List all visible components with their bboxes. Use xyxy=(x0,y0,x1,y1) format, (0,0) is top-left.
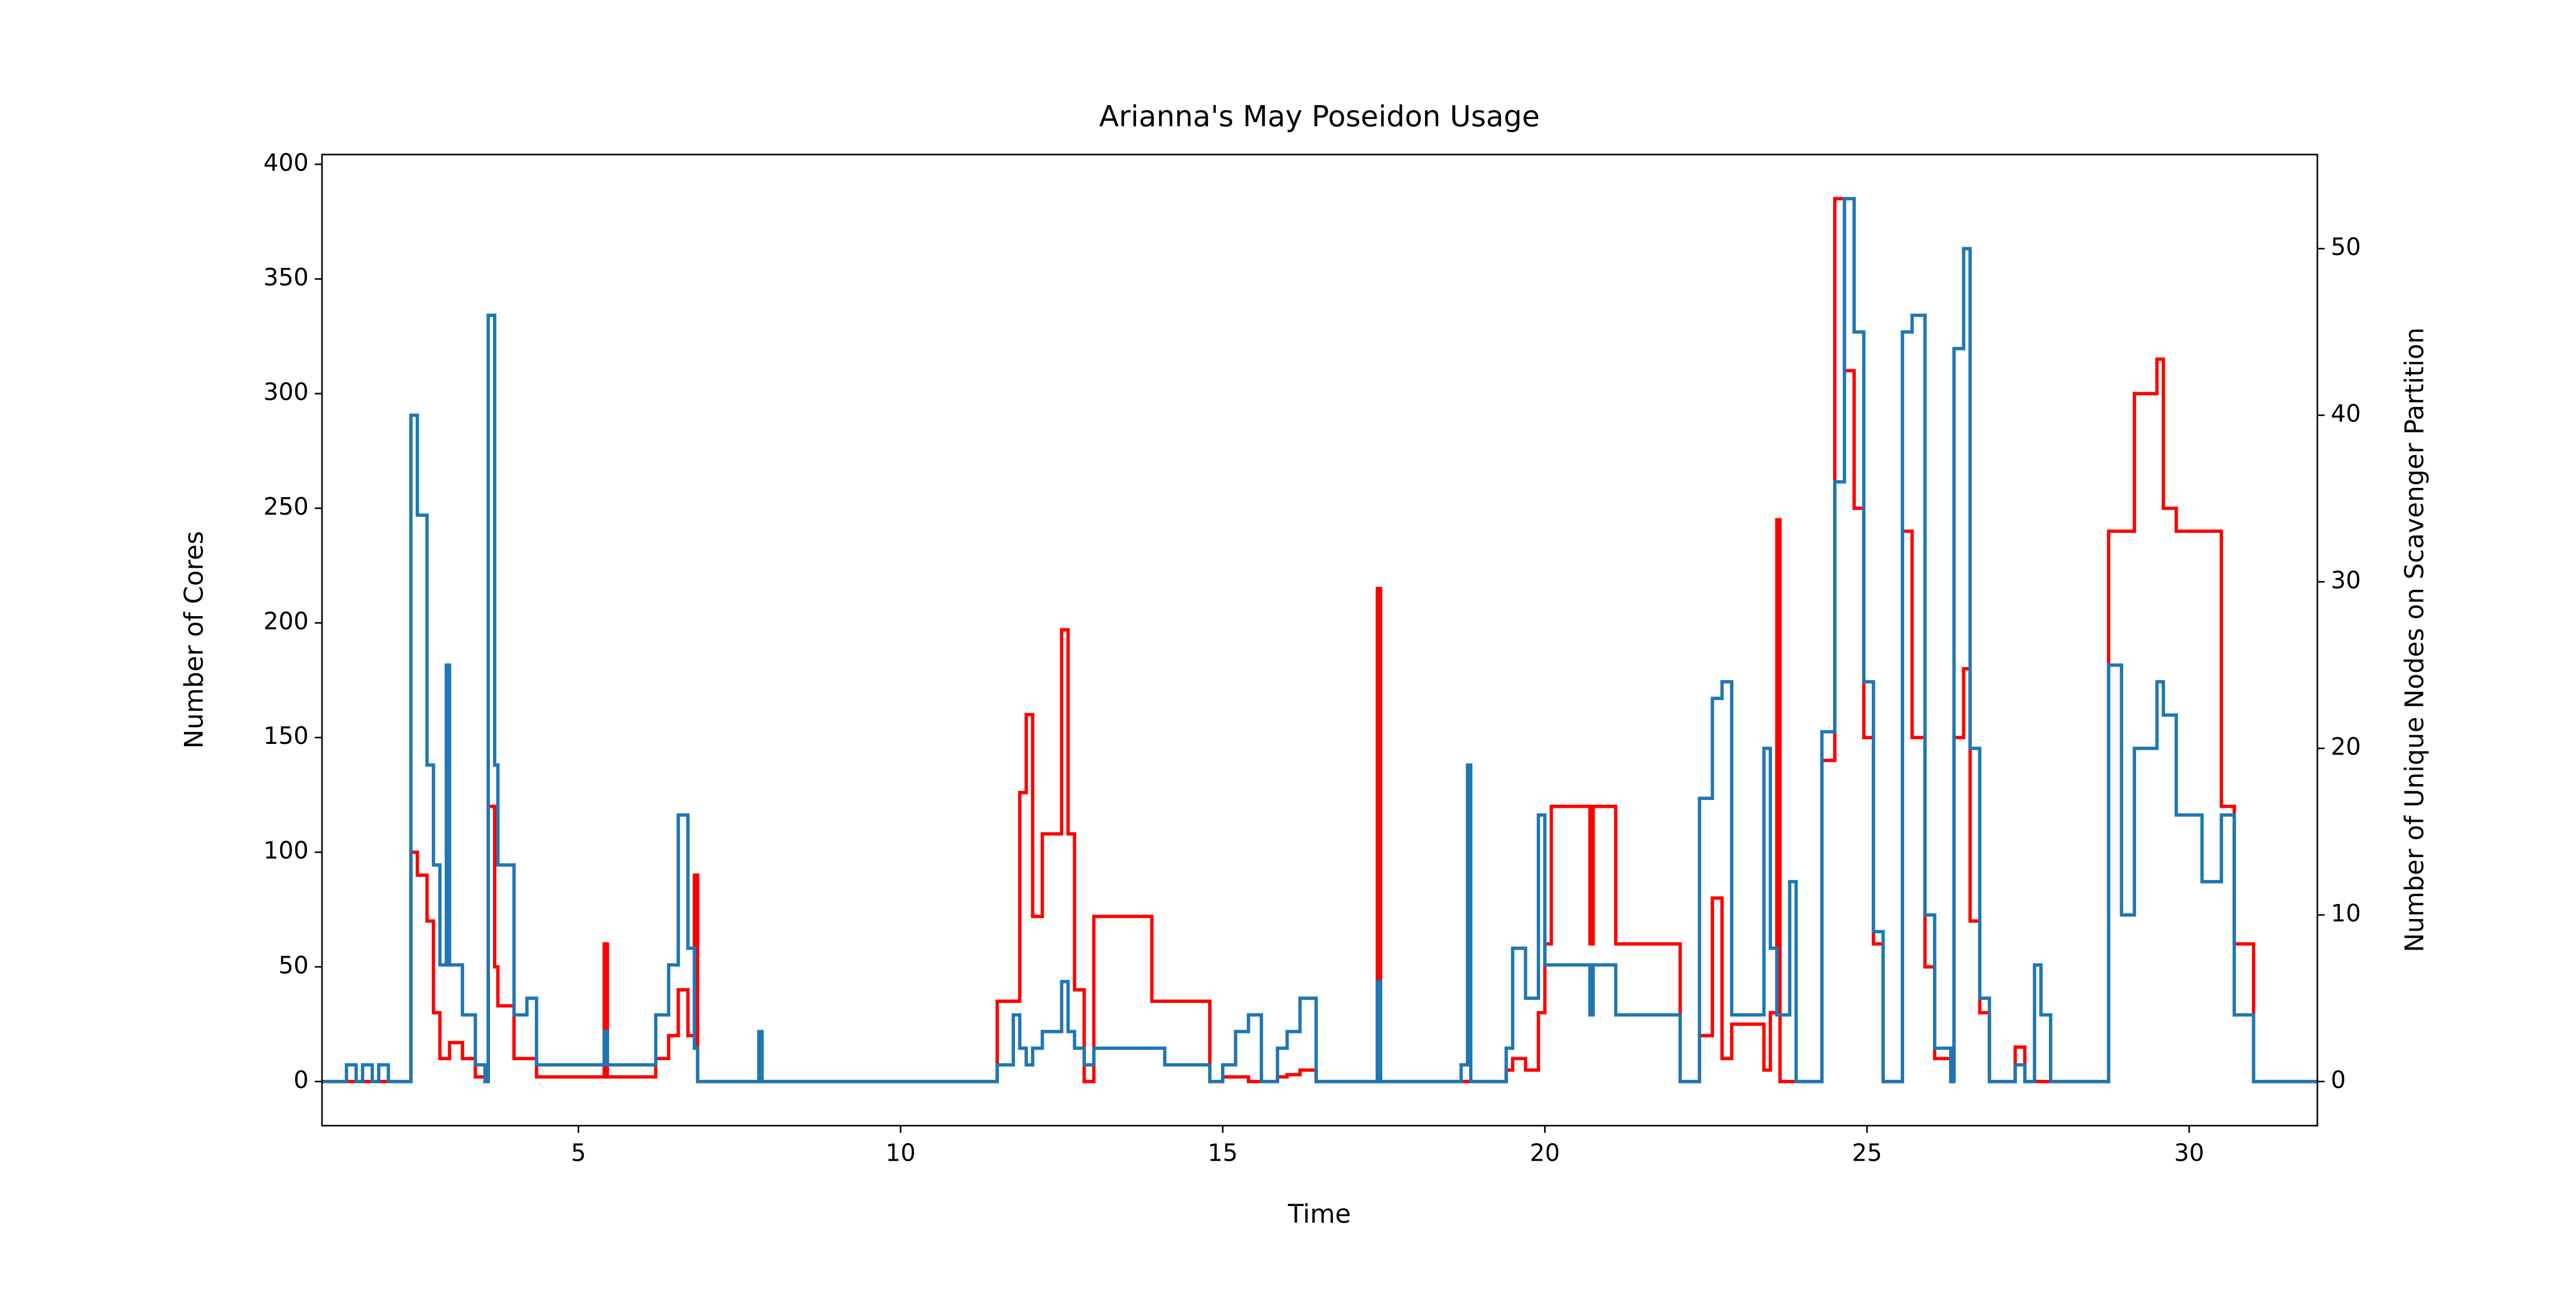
x-tick-label: 10 xyxy=(886,1139,916,1167)
x-tick-label: 20 xyxy=(1530,1139,1560,1167)
y2-tick-label: 50 xyxy=(2331,233,2361,261)
y2-tick-label: 20 xyxy=(2331,733,2361,760)
y-tick-label: 100 xyxy=(263,837,309,864)
y-tick-label: 400 xyxy=(263,148,309,176)
x-tick-label: 15 xyxy=(1208,1139,1238,1167)
x-tick-label: 5 xyxy=(571,1139,586,1167)
y-tick-label: 250 xyxy=(263,493,309,520)
series-line xyxy=(322,197,2317,1083)
x-tick-label: 25 xyxy=(1852,1139,1883,1167)
chart-title: Arianna's May Poseidon Usage xyxy=(1099,100,1539,133)
y2-axis-label: Number of Unique Nodes on Scavenger Part… xyxy=(2400,328,2430,953)
x-tick-label: 30 xyxy=(2174,1139,2205,1167)
y-tick-label: 200 xyxy=(263,607,309,635)
y-tick-label: 0 xyxy=(294,1066,309,1094)
x-axis-label: Time xyxy=(1287,1199,1351,1229)
y-tick-label: 150 xyxy=(263,722,309,750)
y-axis-label: Number of Cores xyxy=(179,531,209,749)
y2-tick-label: 0 xyxy=(2331,1066,2346,1094)
y-tick-label: 50 xyxy=(278,951,309,979)
y2-tick-label: 10 xyxy=(2331,899,2361,927)
y2-tick-label: 30 xyxy=(2331,566,2361,594)
y-tick-label: 300 xyxy=(263,378,309,406)
plot-frame xyxy=(321,154,2318,1127)
y-tick-label: 350 xyxy=(263,263,309,291)
series-line xyxy=(322,197,2317,1083)
y2-tick-label: 40 xyxy=(2331,400,2361,428)
